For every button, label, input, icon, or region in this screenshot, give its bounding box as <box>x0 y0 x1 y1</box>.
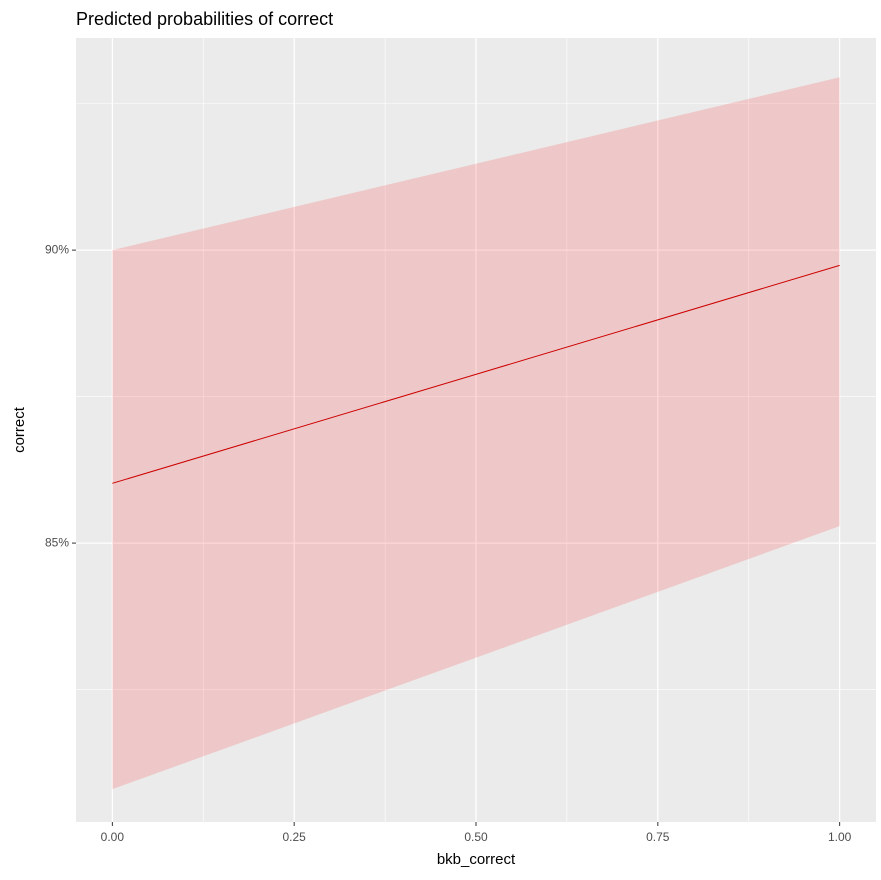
chart-title: Predicted probabilities of correct <box>76 9 333 29</box>
confidence-ribbon <box>112 77 840 790</box>
y-axis-title: correct <box>11 406 28 453</box>
y-tick-label: 85% <box>45 535 69 549</box>
x-tick-label: 0.25 <box>283 830 307 844</box>
x-tick-label: 0.00 <box>101 830 125 844</box>
x-axis-title: bkb_correct <box>437 851 516 868</box>
x-tick-label: 0.50 <box>464 830 488 844</box>
x-tick-label: 0.75 <box>646 830 670 844</box>
y-tick-label: 90% <box>45 242 69 256</box>
x-tick-label: 1.00 <box>828 830 852 844</box>
prediction-line <box>112 264 840 484</box>
